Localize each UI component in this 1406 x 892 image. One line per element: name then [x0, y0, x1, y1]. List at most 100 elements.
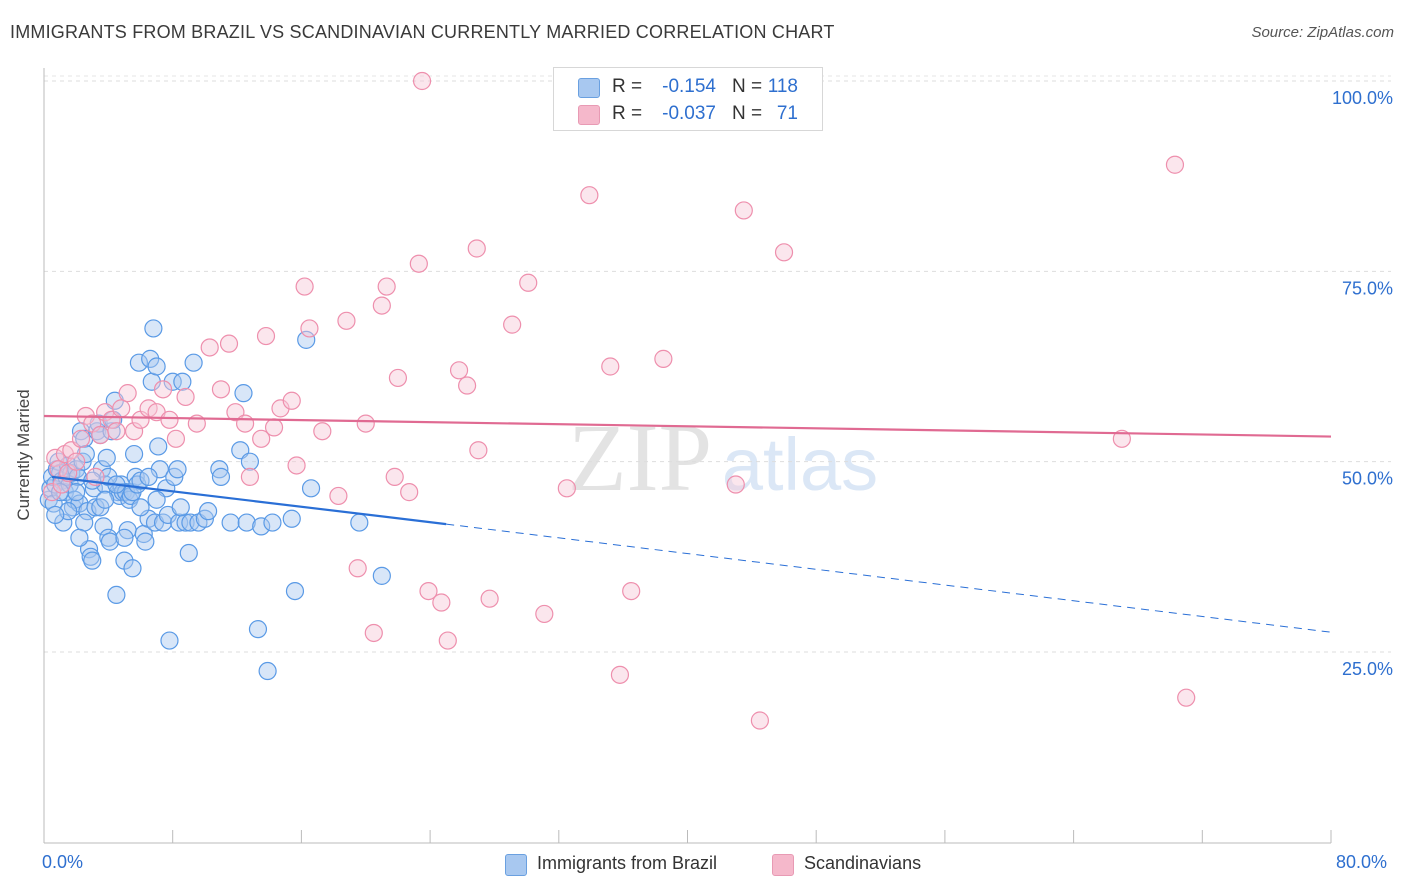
n-value: 118 [767, 76, 798, 97]
data-point [240, 467, 260, 486]
data-point [83, 551, 102, 570]
data-point [160, 631, 179, 650]
data-point [131, 498, 150, 517]
data-point [258, 661, 277, 681]
y-tick-labels: 25.0% 50.0% 75.0% 100.0% [1332, 88, 1393, 679]
data-point [144, 319, 163, 338]
data-point [282, 391, 301, 410]
data-point [601, 357, 620, 376]
data-point [287, 456, 306, 475]
data-point [285, 581, 305, 601]
data-point [377, 277, 396, 296]
stats-row-scandinavians: R = -0.037 N = 71 [554, 101, 822, 129]
data-point [112, 399, 131, 418]
data-point [467, 239, 486, 258]
gridlines [44, 75, 1391, 653]
data-point [295, 277, 314, 296]
data-point [163, 372, 182, 391]
data-point [100, 532, 120, 551]
data-point [263, 513, 282, 532]
data-point [179, 543, 198, 563]
data-point [160, 410, 179, 429]
data-point [350, 513, 369, 532]
trend-lines [43, 414, 1332, 633]
data-point [300, 319, 319, 338]
data-point [412, 71, 432, 91]
n-label: N = [732, 103, 763, 124]
data-point [67, 483, 86, 502]
data-point [449, 361, 469, 380]
data-point [1177, 688, 1196, 707]
legend-swatch-scandinavians [772, 854, 794, 876]
scandinavian-points [42, 71, 1196, 730]
data-point [71, 429, 91, 448]
brazil-trend-line [51, 475, 447, 526]
data-point [438, 631, 457, 650]
data-point [348, 559, 367, 578]
brazil-swatch [578, 78, 600, 98]
data-point [432, 593, 451, 612]
data-point [184, 353, 203, 372]
y-tick-label: 25.0% [1342, 659, 1393, 679]
data-point [400, 483, 419, 502]
data-point [458, 376, 477, 395]
watermark: ZIP atlas [568, 404, 878, 511]
data-point [654, 349, 673, 368]
data-point [237, 513, 256, 532]
data-point [372, 566, 391, 585]
data-point [153, 380, 173, 399]
data-point [372, 296, 391, 315]
chart-title: IMMIGRANTS FROM BRAZIL VS SCANDINAVIAN C… [10, 22, 835, 42]
legend-label: Scandinavians [804, 853, 922, 873]
data-point [70, 528, 89, 547]
data-point [75, 513, 94, 532]
watermark-zip: ZIP [568, 404, 712, 511]
data-point [94, 517, 113, 536]
data-point [124, 444, 144, 464]
scandinavian-swatch [578, 105, 600, 125]
data-point [211, 380, 231, 399]
data-point [480, 589, 499, 608]
data-point [329, 486, 348, 506]
data-point [200, 338, 219, 357]
source-label: Source: ZipAtlas.com [1251, 24, 1394, 41]
legend-swatch-brazil [505, 854, 527, 876]
data-point [96, 490, 115, 509]
data-point [115, 528, 134, 547]
axes [43, 68, 1332, 844]
data-point [622, 581, 641, 601]
data-point [282, 509, 301, 528]
data-point [221, 513, 240, 532]
y-tick-label: 50.0% [1342, 469, 1393, 489]
data-point [252, 429, 271, 448]
data-point [67, 452, 86, 471]
data-point [46, 448, 65, 467]
legend-label: Immigrants from Brazil [537, 853, 718, 873]
data-point [503, 315, 522, 334]
data-point [356, 414, 375, 433]
data-point [469, 441, 488, 460]
data-point [107, 422, 126, 441]
data-point [313, 422, 332, 441]
data-point [171, 498, 190, 517]
data-point [264, 418, 284, 437]
data-point [176, 387, 195, 407]
x-axis-min-label: 0.0% [42, 852, 84, 872]
data-point [219, 334, 239, 353]
data-point [297, 330, 316, 349]
data-point [557, 479, 576, 498]
y-tick-label: 75.0% [1342, 278, 1393, 298]
data-point [519, 273, 538, 292]
y-tick-label: 100.0% [1332, 88, 1393, 108]
data-point [44, 494, 63, 513]
r-value: -0.037 [662, 103, 716, 124]
brazil-trend-extension [446, 523, 1332, 633]
data-point [124, 422, 144, 441]
data-point [248, 620, 268, 639]
data-point [774, 243, 794, 262]
scandinavian-trend-line [43, 414, 1332, 438]
data-point [147, 357, 166, 376]
data-point [84, 479, 103, 498]
brazil-points [39, 319, 391, 681]
stats-row-brazil: R = -0.154 N = 118 [554, 74, 822, 102]
